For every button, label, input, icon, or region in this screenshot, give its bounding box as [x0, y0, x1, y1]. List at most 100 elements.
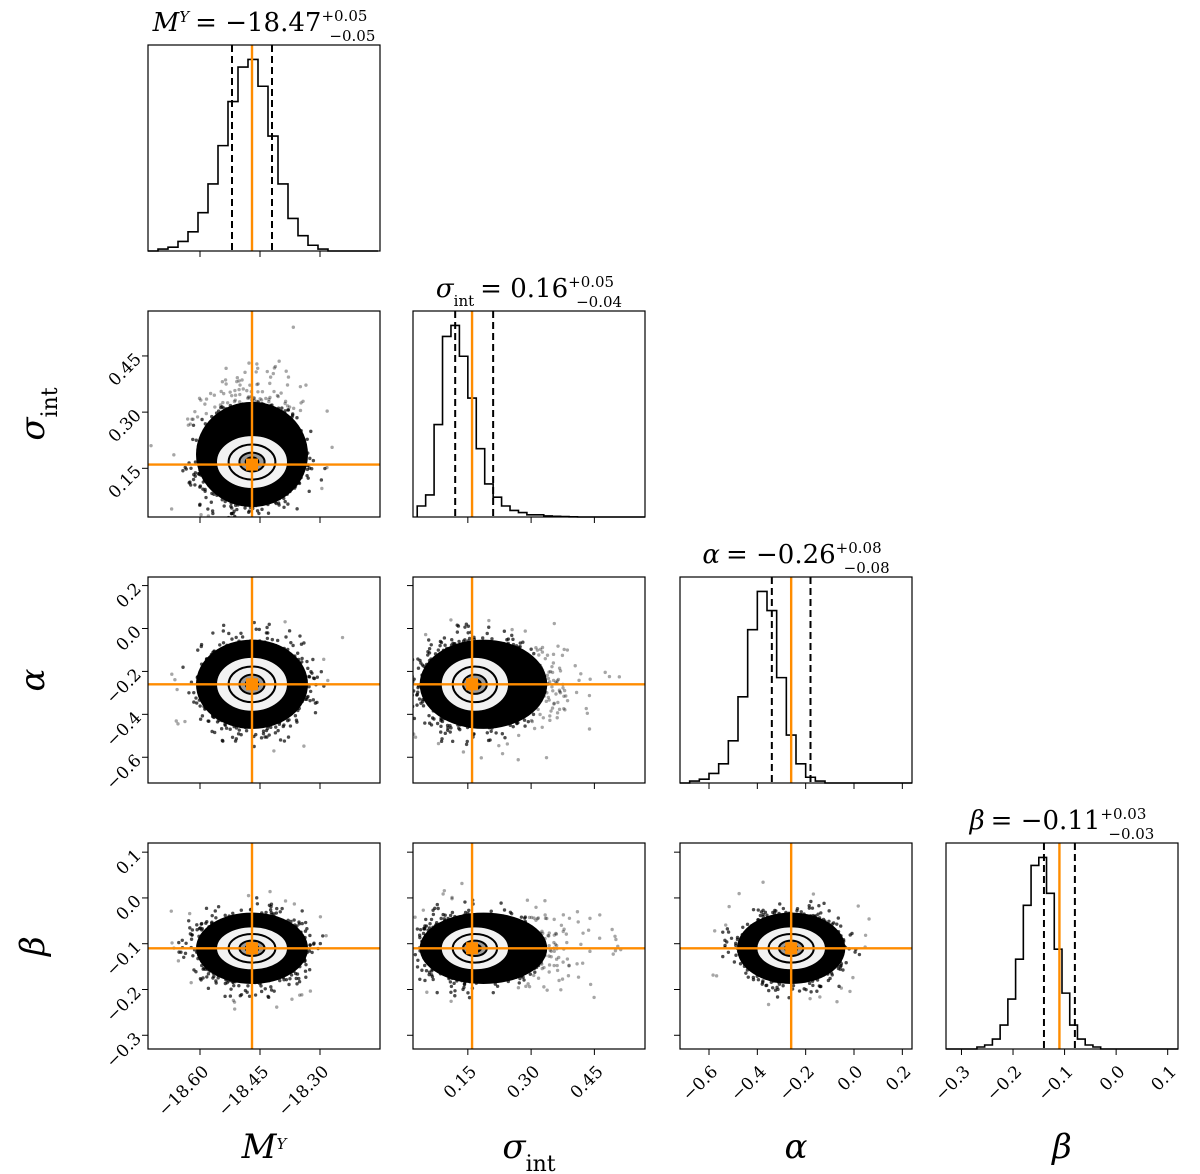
scatter-point — [199, 473, 203, 477]
scatter-point — [228, 390, 232, 394]
scatter-point — [222, 504, 226, 508]
scatter-point — [201, 480, 205, 484]
scatter-point — [443, 731, 448, 736]
scatter-point — [514, 672, 518, 676]
scatter-point — [531, 673, 535, 677]
scatter-point — [285, 480, 289, 484]
scatter-point — [515, 721, 519, 725]
scatter-point — [229, 713, 233, 717]
scatter-point — [531, 660, 535, 664]
y-tick-label: −0.6 — [102, 751, 145, 794]
scatter-point — [487, 625, 491, 629]
scatter-point — [213, 654, 217, 658]
scatter-point — [292, 902, 297, 906]
scatter-point — [504, 699, 508, 704]
scatter-point — [293, 677, 298, 682]
scatter-point — [287, 629, 292, 633]
scatter-point — [303, 920, 308, 925]
scatter-point — [516, 693, 521, 697]
scatter-point — [521, 640, 525, 644]
scatter-point — [531, 712, 536, 717]
scatter-point — [224, 366, 228, 371]
scatter-point — [213, 961, 217, 965]
scatter-point — [461, 712, 466, 717]
scatter-point — [287, 468, 291, 473]
scatter-point — [246, 395, 251, 399]
scatter-point — [219, 705, 224, 710]
scatter-point — [215, 713, 219, 717]
scatter-point — [499, 707, 503, 712]
scatter-point — [540, 668, 545, 672]
scatter-point — [191, 437, 195, 442]
scatter-point — [293, 435, 298, 439]
scatter-point — [290, 486, 295, 490]
scatter-point — [455, 630, 460, 634]
scatter-point — [557, 688, 562, 692]
scatter-point — [194, 696, 198, 700]
scatter-point — [557, 666, 562, 670]
scatter-point — [400, 656, 403, 659]
y-tick-label: 0.2 — [112, 579, 145, 612]
scatter-point — [239, 732, 243, 737]
scatter-point — [550, 685, 554, 689]
scatter-point — [486, 713, 490, 717]
scatter-point — [290, 997, 294, 1001]
scatter-point — [325, 409, 329, 413]
scatter-point — [183, 719, 187, 724]
scatter-point — [207, 664, 212, 669]
scatter-point — [273, 500, 277, 504]
scatter-point — [556, 644, 560, 648]
scatter-point — [214, 703, 219, 708]
scatter-point — [427, 713, 431, 718]
scatter-point — [423, 721, 427, 725]
scatter-point — [577, 678, 581, 683]
scatter-point — [254, 503, 258, 508]
scatter-point — [555, 679, 560, 683]
scatter-point — [254, 495, 259, 499]
scatter-point — [170, 941, 174, 945]
scatter-point — [442, 636, 447, 640]
scatter-point — [224, 486, 229, 490]
scatter-point — [407, 662, 410, 665]
scatter-point — [449, 618, 453, 622]
scatter-point — [237, 379, 241, 383]
scatter-point — [208, 935, 213, 940]
scatter-point — [232, 721, 237, 726]
scatter-point — [298, 694, 302, 699]
scatter-point — [223, 418, 227, 423]
scatter-point — [543, 656, 548, 661]
scatter-point — [242, 648, 247, 653]
truth-marker — [466, 678, 479, 691]
scatter-point — [305, 927, 309, 931]
scatter-point — [270, 403, 274, 407]
scatter-point — [413, 735, 418, 739]
scatter-point — [264, 720, 269, 725]
scatter-point — [443, 716, 447, 721]
scatter-point — [285, 492, 289, 496]
scatter-point — [474, 652, 479, 656]
scatter-point — [300, 993, 304, 997]
scatter-point — [265, 487, 270, 491]
scatter-point — [265, 625, 269, 630]
scatter-point — [429, 643, 433, 647]
scatter-point — [538, 698, 542, 703]
scatter-point — [293, 425, 298, 429]
scatter-point — [485, 631, 489, 636]
scatter-point — [274, 485, 278, 489]
scatter-point — [254, 423, 259, 428]
scatter-point — [313, 711, 318, 715]
y-tick-label: 0.15 — [105, 462, 146, 503]
scatter-point — [516, 703, 521, 707]
scatter-point — [323, 466, 327, 471]
scatter-point — [233, 425, 237, 429]
scatter-point — [280, 659, 284, 663]
scatter-point — [257, 426, 262, 431]
scatter-point — [290, 662, 294, 666]
scatter-point — [283, 708, 288, 712]
scatter-point — [181, 665, 185, 669]
scatter-point — [211, 417, 216, 422]
scatter-point — [228, 994, 233, 998]
scatter-point — [221, 713, 225, 717]
scatter-point — [267, 397, 271, 402]
scatter-point — [259, 429, 264, 433]
